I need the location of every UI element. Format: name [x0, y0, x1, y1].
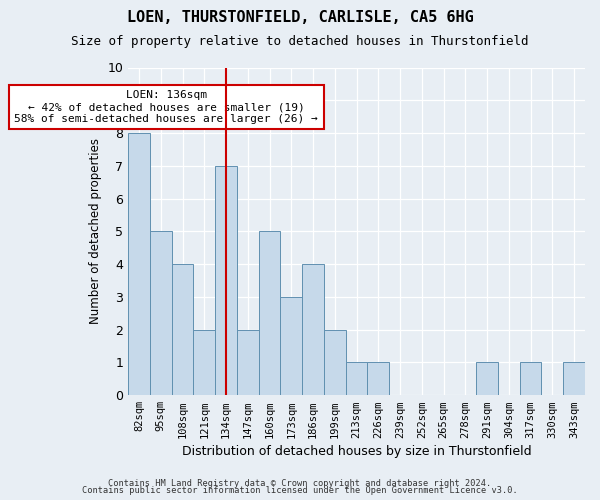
Bar [324, 330, 346, 395]
Bar [215, 166, 237, 395]
Bar [259, 232, 280, 395]
Bar [237, 330, 259, 395]
Bar [128, 133, 150, 395]
Bar [150, 232, 172, 395]
Text: Size of property relative to detached houses in Thurstonfield: Size of property relative to detached ho… [71, 35, 529, 48]
Text: Contains HM Land Registry data © Crown copyright and database right 2024.: Contains HM Land Registry data © Crown c… [109, 478, 491, 488]
X-axis label: Distribution of detached houses by size in Thurstonfield: Distribution of detached houses by size … [182, 444, 532, 458]
Y-axis label: Number of detached properties: Number of detached properties [89, 138, 102, 324]
Bar [520, 362, 541, 395]
Bar [302, 264, 324, 395]
Text: LOEN: 136sqm
← 42% of detached houses are smaller (19)
58% of semi-detached hous: LOEN: 136sqm ← 42% of detached houses ar… [14, 90, 318, 124]
Bar [367, 362, 389, 395]
Text: Contains public sector information licensed under the Open Government Licence v3: Contains public sector information licen… [82, 486, 518, 495]
Bar [193, 330, 215, 395]
Bar [563, 362, 585, 395]
Text: LOEN, THURSTONFIELD, CARLISLE, CA5 6HG: LOEN, THURSTONFIELD, CARLISLE, CA5 6HG [127, 10, 473, 25]
Bar [476, 362, 498, 395]
Bar [346, 362, 367, 395]
Bar [172, 264, 193, 395]
Bar [280, 297, 302, 395]
